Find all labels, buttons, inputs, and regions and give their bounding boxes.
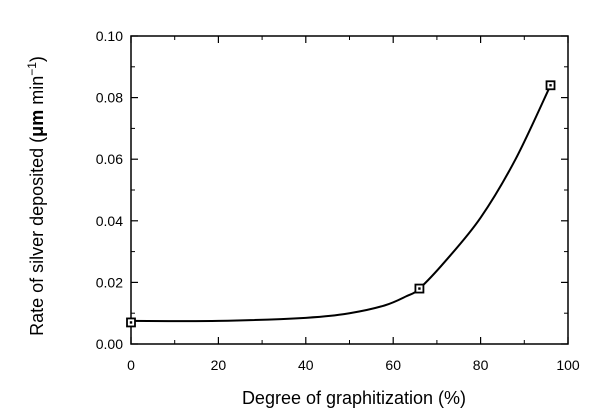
x-axis-title: Degree of graphitization (%) — [242, 388, 466, 408]
x-tick-labels: 0 20 40 60 80 100 — [127, 357, 580, 373]
y-tick-label: 0.08 — [96, 90, 123, 106]
fitted-curve — [130, 84, 552, 323]
data-point-marker-center — [129, 321, 133, 324]
data-point-marker-center — [418, 287, 421, 290]
x-tick-label: 40 — [298, 357, 314, 373]
x-tick-label: 80 — [473, 357, 489, 373]
x-tick-label: 60 — [385, 357, 401, 373]
y-tick-label: 0.10 — [96, 28, 123, 44]
plot-frame — [130, 35, 569, 345]
data-markers — [126, 80, 556, 328]
y-tick-label: 0.04 — [96, 213, 123, 229]
x-tick-label: 100 — [556, 357, 580, 373]
axis-ticks — [130, 35, 569, 345]
x-tick-label: 0 — [127, 357, 135, 373]
data-point-marker-center — [549, 84, 552, 87]
y-axis-title: Rate of silver deposited (μm min−1) — [25, 56, 47, 336]
y-tick-label: 0.02 — [96, 274, 123, 290]
y-tick-label: 0.06 — [96, 151, 123, 167]
x-tick-label: 20 — [211, 357, 227, 373]
y-tick-label: 0.00 — [96, 336, 123, 352]
y-tick-labels: 0.00 0.02 0.04 0.06 0.08 0.10 — [96, 28, 123, 352]
